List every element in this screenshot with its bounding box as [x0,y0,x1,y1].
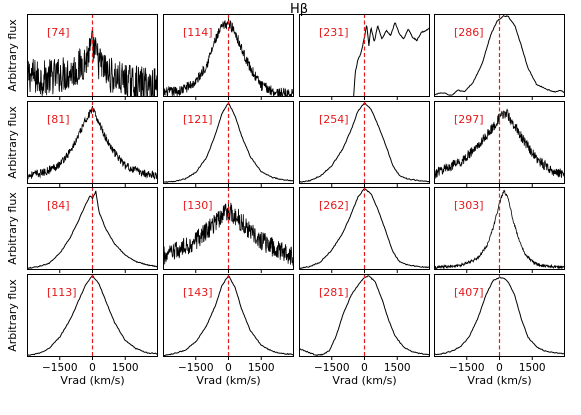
panel-frame [27,187,158,270]
panel-label: [81] [47,113,70,126]
panel: [121] [163,101,294,187]
spectrum-line [27,105,158,180]
panel-frame [299,14,430,97]
x-tick-label: 1500 [384,362,411,374]
x-tick-label: 1500 [248,362,275,374]
chart-title: Hβ [290,2,308,17]
panel: [81] Arbitrary flux [6,101,158,187]
panel-frame [434,187,565,270]
spectrum-line [434,15,565,96]
panel-frame [299,274,430,357]
panel-frame [27,14,158,97]
x-axis-label: Vrad (km/s) [60,374,124,387]
x-tick-label: −1500 [449,362,485,374]
panel-label: [286] [454,26,484,39]
panel-frame [27,101,158,184]
x-axis-label: Vrad (km/s) [196,374,260,387]
spectrum-line [27,190,158,270]
panel-label: [303] [454,199,484,212]
spectrum-line [163,18,294,97]
panel-label: [74] [47,26,70,39]
panel-label: [114] [183,26,213,39]
panel-frame [163,274,294,357]
x-tick-label: −1500 [178,362,214,374]
x-tick-label: 1500 [112,362,139,374]
panel-label: [281] [319,286,349,299]
panel: [114] [163,14,294,100]
panel: [74] Arbitrary flux [6,14,158,100]
x-tick-label: 1500 [519,362,546,374]
x-axis-label: Vrad (km/s) [467,374,531,387]
panel-frame [434,274,565,357]
y-axis-label: Arbitrary flux [6,106,19,179]
panel-frame [163,187,294,270]
panel: [262] [299,187,430,273]
x-tick-label: −1500 [314,362,350,374]
x-tick-label: 0 [496,362,503,374]
panel-grid: [74] Arbitrary flux [114] [231] [286] [81] Arb… [6,14,565,387]
panel-label: [113] [47,286,77,299]
x-tick-label: 0 [89,362,96,374]
panel-frame [163,14,294,97]
panel: [254] [299,101,430,187]
panel-frame [163,101,294,184]
x-tick-label: −1500 [42,362,78,374]
panel: [286] [434,14,565,100]
panel: [130] [163,187,294,273]
y-axis-label: Arbitrary flux [6,19,19,92]
panel-frame [299,187,430,270]
panel-label: [297] [454,113,484,126]
panel: [84] Arbitrary flux [6,187,158,273]
y-axis-label: Arbitrary flux [6,279,19,352]
panel-frame [299,101,430,184]
panel-label: [254] [319,113,349,126]
panel-frame [434,14,565,97]
panel-label: [130] [183,199,213,212]
panel-label: [262] [319,199,349,212]
panel-label: [231] [319,26,349,39]
panel-label: [407] [454,286,484,299]
x-tick-label: 0 [225,362,232,374]
y-axis-label: Arbitrary flux [6,192,19,265]
panel: [297] [434,101,565,187]
panel: [231] [299,14,430,100]
panel-label: [143] [183,286,213,299]
x-axis-label: Vrad (km/s) [332,374,396,387]
panel: [303] [434,187,565,273]
x-tick-label: 0 [361,362,368,374]
panel-label: [84] [47,199,70,212]
spectrum-line [353,22,430,97]
panel-frame [434,101,565,184]
panel-label: [121] [183,113,213,126]
spectrum-line [434,108,565,179]
panel-frame [27,274,158,357]
